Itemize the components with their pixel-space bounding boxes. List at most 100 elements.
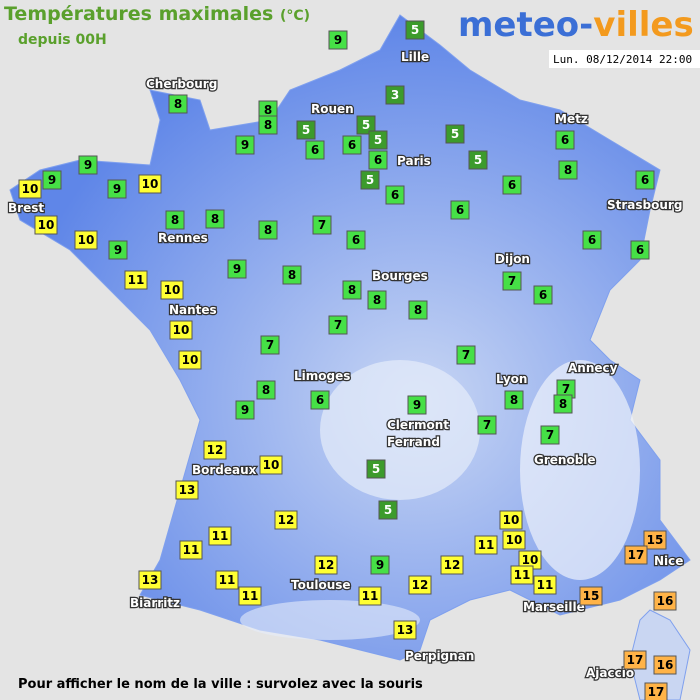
temperature-label: 12 xyxy=(278,513,295,527)
temperature-label: 8 xyxy=(414,303,422,317)
temperature-box xyxy=(169,320,193,340)
temperature-label: 12 xyxy=(207,443,224,457)
timestamp: Lun. 08/12/2014 22:00 xyxy=(553,53,692,66)
temperature-label: 5 xyxy=(302,123,310,137)
temperature-box xyxy=(477,415,497,435)
city-label: Biarritz xyxy=(130,596,180,610)
temperature-box xyxy=(260,335,280,355)
temperature-box xyxy=(168,94,188,114)
temperature-label: 10 xyxy=(503,513,520,527)
temperature-label: 7 xyxy=(562,382,570,396)
temperature-label: 11 xyxy=(242,589,259,603)
temperature-label: 10 xyxy=(263,458,280,472)
temperature-box xyxy=(533,575,557,595)
temperature-box xyxy=(558,160,578,180)
temperature-box xyxy=(366,459,386,479)
temperature-label: 17 xyxy=(648,685,665,699)
temperature-box xyxy=(165,210,185,230)
temperature-box xyxy=(342,135,362,155)
temperature-label: 6 xyxy=(391,188,399,202)
temperature-label: 6 xyxy=(456,203,464,217)
corsica xyxy=(629,609,691,700)
temperature-label: 11 xyxy=(219,573,236,587)
temperature-box xyxy=(203,440,227,460)
temperature-label: 6 xyxy=(539,288,547,302)
temperature-label: 5 xyxy=(451,127,459,141)
temperature-box xyxy=(138,174,162,194)
temperature-box xyxy=(533,285,553,305)
logo: meteo-villes xyxy=(458,5,694,45)
temperature-box xyxy=(408,300,428,320)
temperature-label: 9 xyxy=(241,403,249,417)
temperature-label: 10 xyxy=(182,353,199,367)
temperature-box xyxy=(342,280,362,300)
temperature-box xyxy=(456,345,476,365)
temperature-label: 10 xyxy=(38,218,55,232)
city-label: Paris xyxy=(397,154,431,168)
temperature-label: 10 xyxy=(78,233,95,247)
temperature-box xyxy=(34,215,58,235)
temperature-label: 11 xyxy=(537,578,554,592)
temperature-box xyxy=(259,455,283,475)
temperature-label: 6 xyxy=(636,243,644,257)
temperature-label: 12 xyxy=(318,558,335,572)
temperature-box xyxy=(314,555,338,575)
temperature-box xyxy=(42,170,62,190)
temperature-label: 9 xyxy=(48,173,56,187)
temperature-label: 9 xyxy=(413,398,421,412)
temperature-label: 6 xyxy=(352,233,360,247)
temperature-label: 16 xyxy=(657,658,674,672)
temperature-box xyxy=(205,209,225,229)
temperature-label: 10 xyxy=(22,182,39,196)
temperature-box xyxy=(499,510,523,530)
temperature-box xyxy=(643,530,667,550)
temperature-label: 5 xyxy=(366,173,374,187)
temperature-label: 10 xyxy=(173,323,190,337)
city-label: Toulouse xyxy=(291,578,351,592)
temperature-box xyxy=(368,150,388,170)
temperature-label: 13 xyxy=(179,483,196,497)
temperature-label: 7 xyxy=(318,218,326,232)
temperature-box xyxy=(635,170,655,190)
temperature-label: 8 xyxy=(264,223,272,237)
temperature-box xyxy=(393,620,417,640)
temperature-label: 7 xyxy=(462,348,470,362)
temperature-label: 8 xyxy=(559,397,567,411)
temperature-box xyxy=(358,586,382,606)
temperature-box xyxy=(644,682,668,700)
temperature-box xyxy=(385,185,405,205)
footer: Pour afficher le nom de la ville : survo… xyxy=(18,677,423,692)
relief xyxy=(240,600,420,640)
temperature-box xyxy=(367,290,387,310)
temperature-box xyxy=(630,240,650,260)
temperature-box xyxy=(328,315,348,335)
temperature-label: 7 xyxy=(483,418,491,432)
temperature-label: 17 xyxy=(627,653,644,667)
temperature-label: 9 xyxy=(113,182,121,196)
temperature-box xyxy=(553,394,573,414)
temperature-box xyxy=(78,155,98,175)
temperature-box xyxy=(555,130,575,150)
temperature-box xyxy=(124,270,148,290)
temperature-box xyxy=(305,140,325,160)
temperature-box xyxy=(624,545,648,565)
temperature-box xyxy=(408,575,432,595)
relief xyxy=(320,360,480,500)
city-label: Rennes xyxy=(158,231,208,245)
temperature-box xyxy=(258,115,278,135)
temperature-label: 7 xyxy=(266,338,274,352)
temperature-label: 12 xyxy=(412,578,429,592)
temperature-label: 5 xyxy=(372,462,380,476)
temperature-box xyxy=(346,230,366,250)
temperature-label: 3 xyxy=(391,88,399,102)
temperature-box xyxy=(504,390,524,410)
temperature-label: 7 xyxy=(334,318,342,332)
temperature-box xyxy=(450,200,470,220)
temperature-label: 10 xyxy=(522,553,539,567)
temperature-box xyxy=(360,170,380,190)
city-label: Lyon xyxy=(496,372,527,386)
temperature-box xyxy=(502,530,526,550)
temperature-label: 13 xyxy=(397,623,414,637)
temperature-label: 5 xyxy=(374,133,382,147)
temperature-box xyxy=(623,650,647,670)
